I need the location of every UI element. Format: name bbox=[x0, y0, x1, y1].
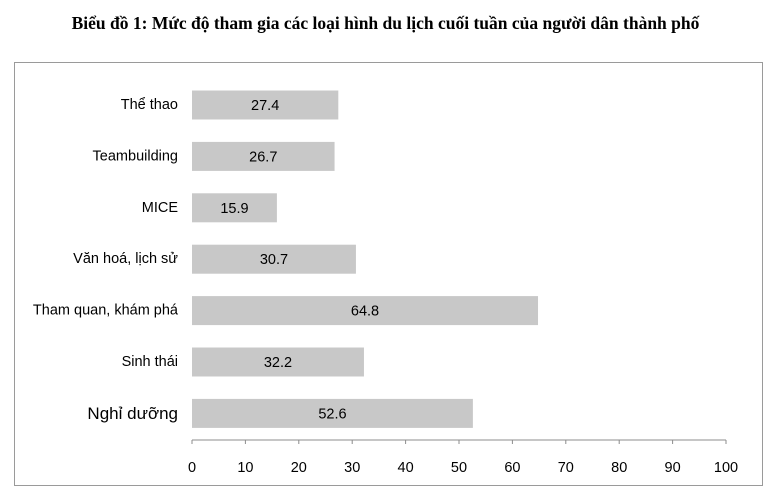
chart-title: Biểu đồ 1: Mức độ tham gia các loại hình… bbox=[71, 13, 700, 33]
x-tick-label: 70 bbox=[558, 460, 574, 476]
bar bbox=[192, 141, 335, 171]
x-tick-label: 20 bbox=[291, 460, 307, 476]
category-label: Thể thao bbox=[121, 97, 178, 113]
value-labels: 27.4 26.7 15.9 30.7 64.8 32.2 52.6 bbox=[220, 98, 379, 422]
bar-value-label: 26.7 bbox=[249, 149, 277, 165]
x-tick-label: 80 bbox=[611, 460, 627, 476]
bar bbox=[192, 90, 339, 120]
x-tick-labels: 0 10 20 30 40 50 60 70 80 90 100 bbox=[188, 460, 738, 476]
bar-value-label: 15.9 bbox=[220, 201, 248, 217]
category-label: Sinh thái bbox=[122, 354, 178, 370]
bar bbox=[192, 398, 473, 428]
category-labels: Thể thao Teambuilding MICE Văn hoá, lịch sử… bbox=[33, 97, 179, 423]
x-tick-label: 30 bbox=[344, 460, 360, 476]
category-label: Teambuilding bbox=[93, 148, 178, 164]
bar bbox=[192, 193, 277, 223]
category-label: MICE bbox=[142, 200, 179, 216]
bars-layer bbox=[192, 90, 539, 428]
bar-value-label: 52.6 bbox=[318, 406, 346, 422]
bar bbox=[192, 347, 364, 377]
x-tick-label: 100 bbox=[714, 460, 738, 476]
x-tick-label: 50 bbox=[451, 460, 467, 476]
bar bbox=[192, 244, 356, 274]
bar-value-label: 32.2 bbox=[264, 355, 292, 371]
bar-value-label: 30.7 bbox=[260, 252, 288, 268]
x-axis bbox=[191, 439, 727, 444]
x-tick-label: 40 bbox=[398, 460, 414, 476]
bar-value-label: 27.4 bbox=[251, 98, 279, 114]
category-label: Tham quan, khám phá bbox=[33, 303, 179, 319]
x-tick-label: 90 bbox=[665, 460, 681, 476]
category-label: Nghỉ dưỡng bbox=[87, 404, 178, 423]
bar-value-label: 64.8 bbox=[351, 304, 379, 320]
x-tick-label: 0 bbox=[188, 460, 196, 476]
bar bbox=[192, 296, 539, 326]
x-tick-label: 60 bbox=[504, 460, 520, 476]
category-label: Văn hoá, lịch sử bbox=[73, 251, 178, 267]
x-tick-label: 10 bbox=[237, 460, 253, 476]
